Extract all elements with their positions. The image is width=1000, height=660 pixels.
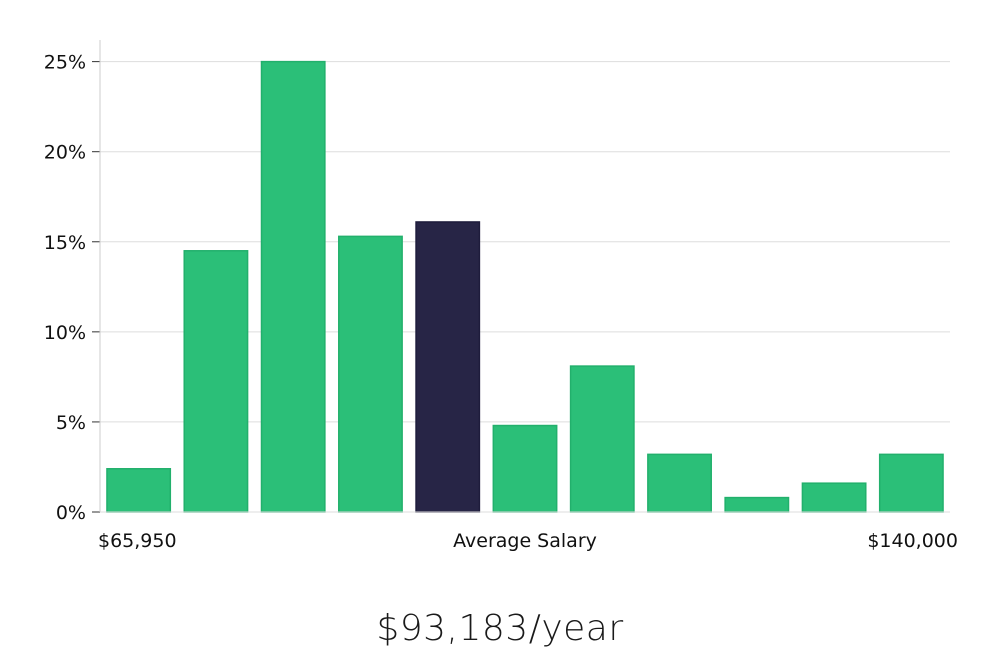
histogram-bar (878, 453, 944, 513)
histogram-bar (106, 468, 172, 513)
y-tick-label: 10% (44, 322, 86, 344)
histogram-bar (647, 453, 712, 513)
y-tick-label: 25% (44, 52, 86, 74)
histogram-bar (260, 60, 326, 513)
x-label-min-salary: $65,950 (98, 530, 177, 552)
histogram-bar (338, 235, 403, 513)
bars (100, 60, 950, 513)
histogram-bar (492, 424, 558, 513)
salary-histogram: 0%5%10%15%20%25% $65,950 Average Salary … (44, 40, 958, 552)
histogram-bar (183, 250, 249, 513)
histogram-bar (801, 482, 867, 513)
y-tick-label: 20% (44, 142, 86, 164)
y-axis-ticks: 0% 5% 10% 15% 20% 25% (44, 52, 100, 524)
average-salary-value: $93,183/year (376, 608, 624, 649)
histogram-bar (569, 365, 635, 513)
y-tick-label: 15% (44, 232, 86, 254)
y-tick-label: 5% (56, 412, 86, 434)
histogram-bar (724, 496, 790, 513)
x-label-average-salary: Average Salary (453, 530, 597, 552)
y-tick-label: 0% (56, 502, 86, 524)
x-label-max-salary: $140,000 (867, 530, 958, 552)
histogram-bar-average (415, 221, 481, 513)
